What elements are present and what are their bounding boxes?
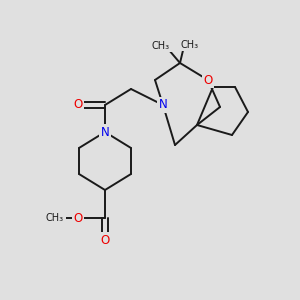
Text: N: N (100, 125, 109, 139)
Text: O: O (74, 98, 82, 112)
Text: N: N (159, 98, 167, 112)
Text: O: O (100, 233, 109, 247)
Text: O: O (203, 74, 213, 86)
Text: CH₃: CH₃ (152, 41, 170, 51)
Text: CH₃: CH₃ (181, 40, 199, 50)
Text: O: O (74, 212, 82, 224)
Text: CH₃: CH₃ (46, 213, 64, 223)
